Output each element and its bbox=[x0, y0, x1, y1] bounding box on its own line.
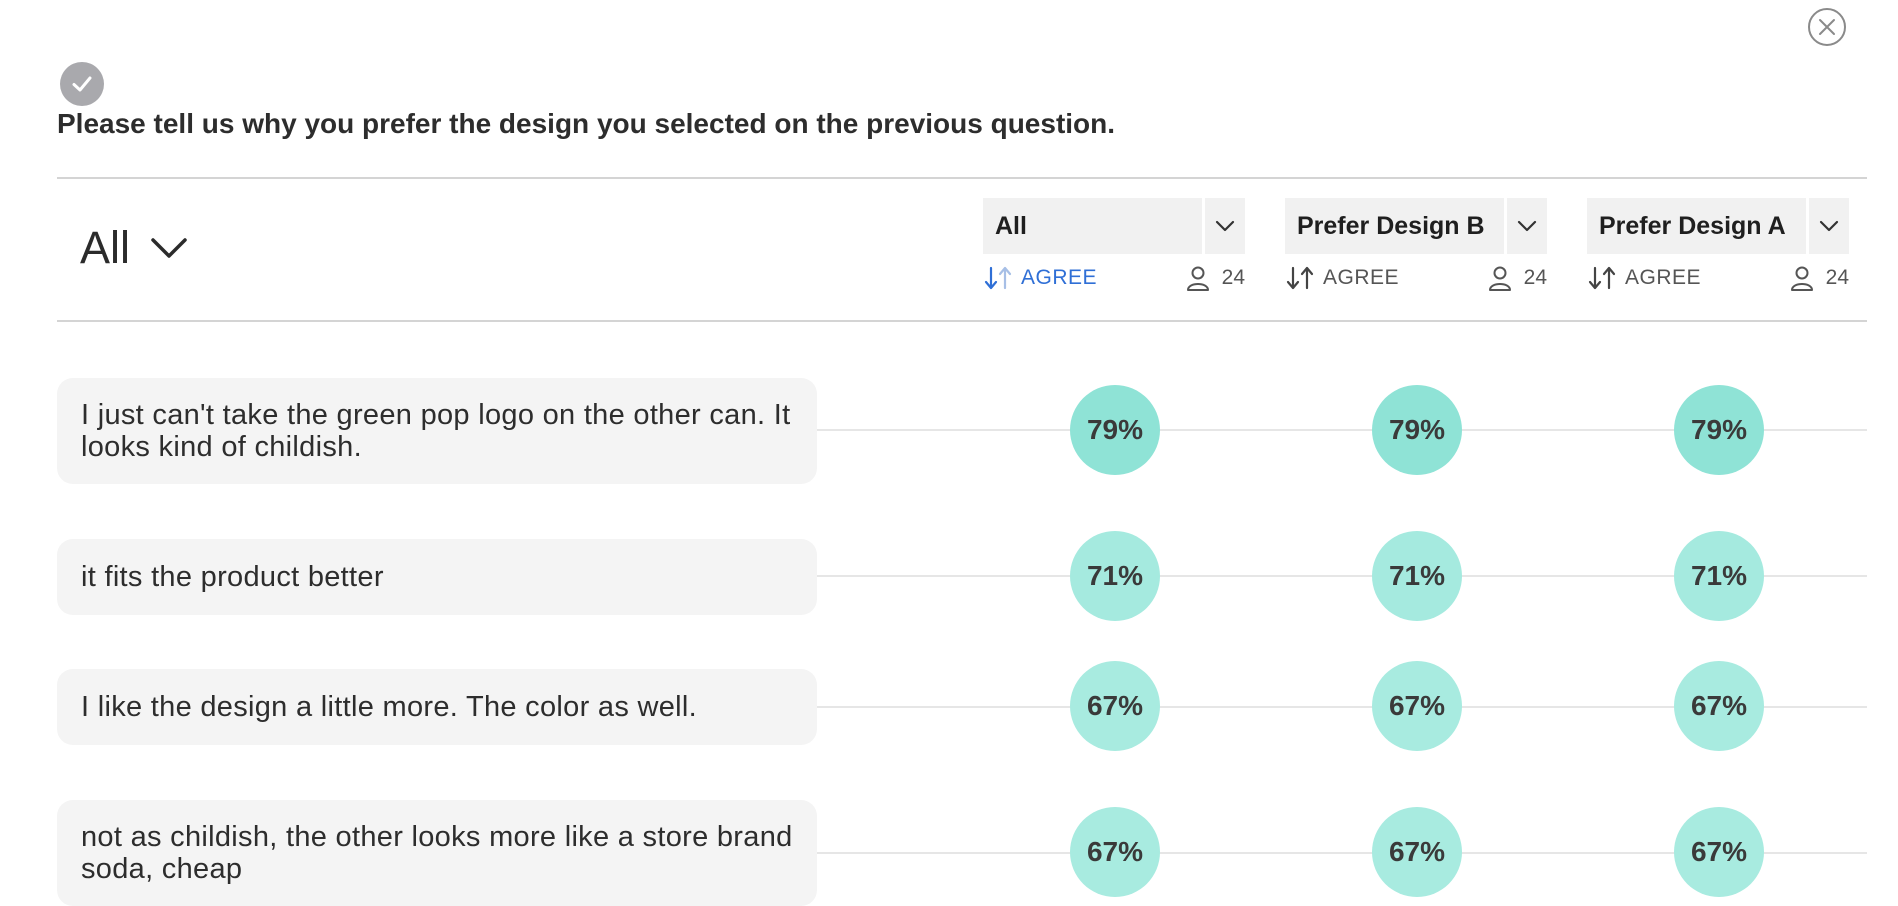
column-select-label: Prefer Design A bbox=[1599, 211, 1786, 240]
header-divider-bottom bbox=[57, 320, 1867, 322]
agree-percent-bubble: 67% bbox=[1674, 807, 1764, 897]
check-icon bbox=[72, 76, 92, 92]
sort-arrows-icon bbox=[984, 266, 1012, 290]
response-text-card[interactable]: I like the design a little more. The col… bbox=[57, 669, 817, 745]
sort-arrows-icon bbox=[1588, 266, 1616, 290]
agree-percent-bubble: 71% bbox=[1674, 531, 1764, 621]
sort-agree-button[interactable]: AGREE bbox=[983, 265, 1097, 291]
response-text-card[interactable]: not as childish, the other looks more li… bbox=[57, 800, 817, 906]
column-meta: AGREE 24 bbox=[1285, 262, 1547, 294]
respondent-count-value: 24 bbox=[1221, 266, 1245, 289]
column-header-all: All AGREE 24 bbox=[983, 198, 1245, 294]
completed-check-badge bbox=[60, 62, 104, 106]
respondent-count-value: 24 bbox=[1825, 266, 1849, 289]
chevron-down-icon bbox=[1205, 198, 1245, 254]
column-select-label: Prefer Design B bbox=[1297, 211, 1485, 240]
column-meta: AGREE 24 bbox=[1587, 262, 1849, 294]
chevron-down-icon bbox=[151, 238, 187, 258]
agree-percent-bubble: 79% bbox=[1372, 385, 1462, 475]
column-meta: AGREE 24 bbox=[983, 262, 1245, 294]
agree-percent-bubble: 71% bbox=[1070, 531, 1160, 621]
header-divider-top bbox=[57, 177, 1867, 179]
select-divider bbox=[1504, 198, 1507, 254]
agree-percent-bubble: 71% bbox=[1372, 531, 1462, 621]
column-header-prefer-design-a: Prefer Design A AGREE 24 bbox=[1587, 198, 1849, 294]
chevron-down-icon bbox=[1507, 198, 1547, 254]
column-select-label: All bbox=[995, 211, 1027, 240]
person-icon bbox=[1790, 266, 1813, 291]
respondent-count: 24 bbox=[1186, 265, 1245, 291]
select-divider bbox=[1806, 198, 1809, 254]
sort-arrows-icon bbox=[1286, 266, 1314, 290]
agree-percent-bubble: 79% bbox=[1674, 385, 1764, 475]
close-icon bbox=[1819, 19, 1835, 35]
agree-percent-bubble: 79% bbox=[1070, 385, 1160, 475]
select-divider bbox=[1202, 198, 1205, 254]
agree-percent-bubble: 67% bbox=[1674, 661, 1764, 751]
row-guide-line bbox=[800, 429, 1867, 431]
agree-percent-bubble: 67% bbox=[1372, 661, 1462, 751]
sort-label: AGREE bbox=[1323, 266, 1400, 289]
respondent-count: 24 bbox=[1790, 265, 1849, 291]
chevron-down-icon bbox=[1809, 198, 1849, 254]
row-guide-line bbox=[800, 852, 1867, 854]
response-text-card[interactable]: I just can't take the green pop logo on … bbox=[57, 378, 817, 484]
agree-percent-bubble: 67% bbox=[1070, 807, 1160, 897]
column-select-all[interactable]: All bbox=[983, 198, 1245, 254]
respondent-count: 24 bbox=[1488, 265, 1547, 291]
response-text-card[interactable]: it fits the product better bbox=[57, 539, 817, 615]
response-text: it fits the product better bbox=[81, 561, 384, 593]
sort-label: AGREE bbox=[1625, 266, 1702, 289]
response-text: I like the design a little more. The col… bbox=[81, 691, 697, 723]
respondent-count-value: 24 bbox=[1523, 266, 1547, 289]
person-icon bbox=[1488, 266, 1511, 291]
column-select-prefer-design-a[interactable]: Prefer Design A bbox=[1587, 198, 1849, 254]
close-button[interactable] bbox=[1808, 8, 1846, 46]
agree-percent-bubble: 67% bbox=[1372, 807, 1462, 897]
segment-filter-dropdown[interactable]: All bbox=[80, 222, 188, 274]
response-text: not as childish, the other looks more li… bbox=[81, 821, 793, 885]
sort-agree-button[interactable]: AGREE bbox=[1285, 265, 1399, 291]
sort-label: AGREE bbox=[1021, 266, 1098, 289]
row-guide-line bbox=[800, 575, 1867, 577]
segment-filter-label: All bbox=[80, 222, 131, 273]
agree-percent-bubble: 67% bbox=[1070, 661, 1160, 751]
column-header-prefer-design-b: Prefer Design B AGREE 24 bbox=[1285, 198, 1547, 294]
response-text: I just can't take the green pop logo on … bbox=[81, 399, 791, 463]
column-select-prefer-design-b[interactable]: Prefer Design B bbox=[1285, 198, 1547, 254]
row-guide-line bbox=[800, 706, 1867, 708]
person-icon bbox=[1186, 266, 1209, 291]
question-title: Please tell us why you prefer the design… bbox=[57, 108, 1116, 139]
sort-agree-button[interactable]: AGREE bbox=[1587, 265, 1701, 291]
